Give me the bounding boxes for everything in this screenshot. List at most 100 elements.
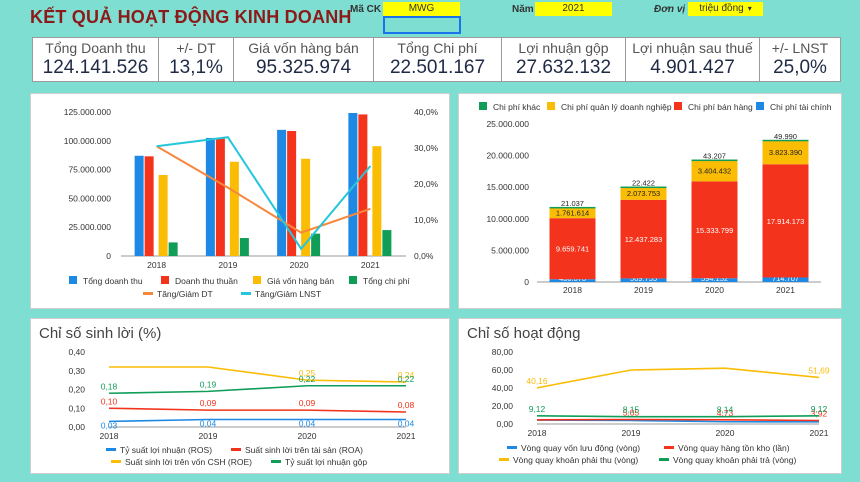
- y-tick-label: 15.000.000: [486, 182, 529, 192]
- y-tick-label: 60,00: [492, 365, 514, 375]
- legend-swatch: [547, 102, 555, 110]
- bar-0: [348, 112, 358, 257]
- kpi-label: +/- LNST: [771, 40, 829, 56]
- bar-segment-3: [762, 277, 809, 282]
- x-tick-label: 2019: [218, 260, 237, 270]
- bar-segment-0: [620, 186, 667, 189]
- x-tick-label: 2018: [100, 431, 119, 441]
- chart-profit-card: Chỉ số sinh lời (%) 0,00 0,10 0,20 0,30 0,40…: [30, 318, 450, 474]
- legend-label: Tổng chi phí: [363, 276, 410, 286]
- chart-revenue-card: 0 25.000.000 50.000.000 75.000.000 100.000.0…: [30, 93, 450, 309]
- x-tick-label: 2020: [298, 431, 317, 441]
- data-label: 0,22: [299, 374, 316, 384]
- legend-swatch: [664, 446, 674, 449]
- chart-expense-card: 0 5.000.000 10.000.000 15.000.000 20.000.000…: [458, 93, 842, 309]
- data-label: 12.437.283: [625, 235, 663, 244]
- y-tick-label: 80,00: [492, 347, 514, 357]
- legend-label: Chi phí khác: [493, 102, 541, 112]
- x-tick-label: 2018: [563, 285, 582, 295]
- y-tick-label: 0,20: [68, 385, 85, 395]
- data-label: 3.404.432: [698, 167, 731, 176]
- legend-swatch: [349, 276, 357, 284]
- line-series-2: [536, 367, 820, 389]
- kpi-label: Tổng Doanh thu: [45, 40, 146, 56]
- selected-cell[interactable]: [383, 16, 461, 34]
- legend-swatch: [106, 448, 116, 451]
- line-series-0: [108, 418, 406, 423]
- y-tick-label: 0,40: [68, 347, 85, 357]
- kpi-tang-giam-lnst: +/- LNST 25,0%: [759, 37, 841, 82]
- data-label: 8,14: [717, 405, 734, 415]
- line-series-3: [108, 384, 406, 395]
- data-label: 594.152: [701, 274, 728, 283]
- y-tick-label: 125.000.000: [64, 107, 112, 117]
- legend-label: Tăng/Giảm DT: [157, 289, 213, 299]
- y-tick-label: 0: [524, 277, 529, 287]
- data-label: 9,12: [811, 404, 828, 414]
- data-label: 0,10: [101, 396, 118, 406]
- kpi-label: Tổng Chi phí: [397, 40, 478, 56]
- data-label: 0,04: [200, 419, 217, 429]
- chart-title: Chỉ số sinh lời (%): [39, 325, 162, 342]
- y-tick-label: 40,00: [492, 383, 514, 393]
- line-series-0: [156, 145, 371, 234]
- data-label: 0,09: [200, 398, 217, 408]
- y-tick-label: 100.000.000: [64, 136, 112, 146]
- legend-swatch: [161, 276, 169, 284]
- don-vi-select[interactable]: triệu đồng ▾: [688, 2, 763, 16]
- bar-2: [301, 158, 311, 256]
- y-tick-label: 25.000.000: [68, 222, 111, 232]
- legend-swatch: [241, 292, 251, 295]
- legend-label: Tổng doanh thu: [83, 276, 143, 286]
- data-label: 15.333.799: [696, 226, 734, 235]
- kpi-label: +/- DT: [176, 40, 216, 56]
- kpi-lnst: Lợi nhuận sau thuế 4.901.427: [625, 37, 760, 82]
- kpi-value: 27.632.132: [515, 57, 612, 78]
- legend-label: Doanh thu thuần: [175, 276, 238, 286]
- legend-swatch: [674, 102, 682, 110]
- kpi-loi-nhuan-gop: Lợi nhuận gộp 27.632.132: [501, 37, 626, 82]
- bar-segment-0: [762, 139, 809, 142]
- bar-2: [229, 161, 239, 256]
- bar-segment-1: [762, 140, 809, 165]
- x-tick-label: 2018: [147, 260, 166, 270]
- data-label: 714.707: [772, 274, 799, 283]
- nam-field[interactable]: 2021: [535, 2, 612, 16]
- data-label: 0,04: [398, 419, 415, 429]
- legend-swatch: [271, 460, 281, 463]
- bar-3: [382, 230, 392, 256]
- ma-ck-field[interactable]: MWG: [383, 2, 460, 16]
- bar-segment-3: [620, 278, 667, 282]
- data-label: 21.037: [561, 199, 584, 208]
- kpi-tang-giam-dt: +/- DT 13,1%: [158, 37, 234, 82]
- bar-segment-3: [549, 279, 596, 282]
- kpi-label: Lợi nhuận sau thuế: [632, 40, 753, 56]
- legend-label: Suất sinh lời trên tài sản (ROA): [245, 445, 363, 455]
- x-tick-label: 2019: [634, 285, 653, 295]
- bar-3: [311, 233, 321, 256]
- legend-label: Tăng/Giảm LNST: [255, 289, 321, 299]
- data-label: 3,92: [811, 408, 828, 418]
- legend-label: Chi phí bán hàng: [688, 102, 753, 112]
- x-tick-label: 2020: [716, 428, 735, 438]
- y-tick-label: 50.000.000: [68, 193, 111, 203]
- kpi-value: 124.141.526: [42, 57, 149, 78]
- y-tick-label: 20,00: [492, 401, 514, 411]
- x-tick-label: 2020: [705, 285, 724, 295]
- chart-revenue: 0 25.000.000 50.000.000 75.000.000 100.000.0…: [64, 107, 439, 299]
- bar-segment-1: [691, 159, 738, 182]
- data-label: 3.823.390: [769, 148, 802, 157]
- x-tick-label: 2021: [397, 431, 416, 441]
- bar-1: [144, 156, 154, 256]
- kpi-value: 13,1%: [169, 57, 223, 78]
- y2-tick-label: 20,0%: [414, 179, 439, 189]
- data-label: 569.755: [630, 274, 657, 283]
- data-label: 49.990: [774, 132, 797, 141]
- data-label: 0,24: [398, 370, 415, 380]
- data-label: 9.659.741: [556, 245, 589, 254]
- bar-segment-2: [762, 164, 809, 278]
- bar-3: [239, 238, 249, 256]
- page-title: KẾT QUẢ HOẠT ĐỘNG KINH DOANH: [30, 7, 352, 27]
- data-label: 2.073.753: [627, 189, 660, 198]
- data-label: 0,22: [398, 374, 415, 384]
